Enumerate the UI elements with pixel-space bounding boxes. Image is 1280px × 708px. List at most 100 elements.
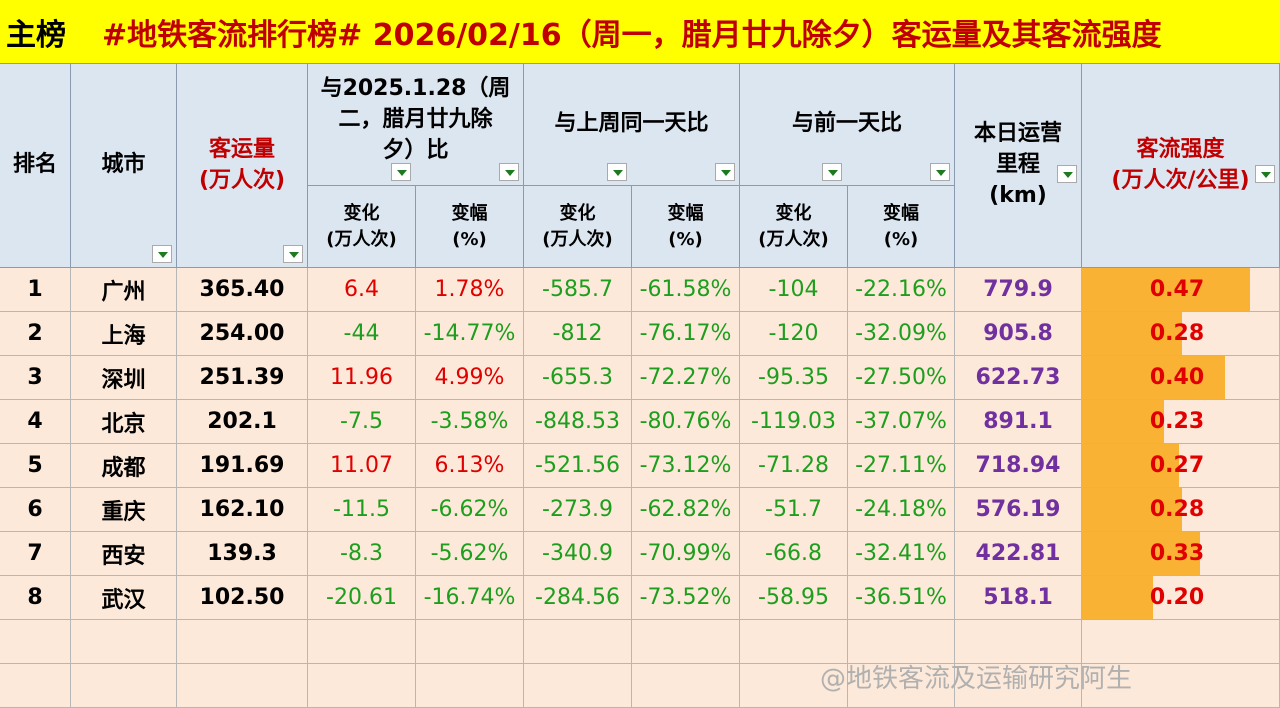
cell-ly-chg: 6.4 [308, 268, 416, 312]
cell-value: -95.35 [758, 365, 829, 390]
cell-pd-pct: -36.51% [848, 576, 955, 620]
filter-dropdown-icon[interactable] [391, 163, 411, 181]
cell-mileage: 576.19 [955, 488, 1082, 532]
cell-volume: 365.40 [177, 268, 308, 312]
empty-cell [524, 620, 632, 664]
filter-dropdown-icon[interactable] [607, 163, 627, 181]
cell-value: 0.27 [1149, 453, 1205, 478]
cell-value: -27.50% [855, 365, 947, 390]
header-compare-previous-day[interactable]: 与前一天比 [740, 64, 955, 186]
cell-pd-pct: -27.50% [848, 356, 955, 400]
cell-lw-chg: -284.56 [524, 576, 632, 620]
filter-dropdown-icon[interactable] [715, 163, 735, 181]
cell-lw-pct: -72.27% [632, 356, 740, 400]
cell-value: 6.4 [344, 277, 379, 302]
cell-pd-chg: -120 [740, 312, 848, 356]
cell-pd-pct: -27.11% [848, 444, 955, 488]
filter-dropdown-icon[interactable] [1057, 165, 1077, 183]
cell-pd-pct: -32.41% [848, 532, 955, 576]
cell-intensity: 0.28 [1082, 312, 1280, 356]
cell-ly-chg: -20.61 [308, 576, 416, 620]
cell-ly-pct: -14.77% [416, 312, 524, 356]
cell-ly-chg: 11.96 [308, 356, 416, 400]
cell-ly-pct: -3.58% [416, 400, 524, 444]
cell-value: -11.5 [333, 497, 390, 522]
cell-value: 779.9 [983, 277, 1053, 302]
subheader-percent: 变幅 (%) [416, 186, 524, 268]
cell-value: -72.27% [639, 365, 732, 390]
cell-rank: 3 [0, 356, 71, 400]
cell-value: -66.8 [765, 541, 822, 566]
cell-value: 1.78% [434, 277, 505, 302]
cell-value: -73.12% [639, 453, 732, 478]
cell-value: -6.62% [430, 497, 509, 522]
cell-volume: 162.10 [177, 488, 308, 532]
filter-dropdown-icon[interactable] [499, 163, 519, 181]
cell-value: -3.58% [430, 409, 509, 434]
cell-mileage: 622.73 [955, 356, 1082, 400]
filter-dropdown-icon[interactable] [283, 245, 303, 263]
cell-rank: 5 [0, 444, 71, 488]
cell-value: -585.7 [542, 277, 613, 302]
cell-ly-chg: -8.3 [308, 532, 416, 576]
filter-dropdown-icon[interactable] [930, 163, 950, 181]
filter-dropdown-icon[interactable] [1255, 165, 1275, 183]
cell-value: 成都 [101, 455, 146, 481]
cell-lw-chg: -585.7 [524, 268, 632, 312]
cell-value: 上海 [101, 323, 146, 349]
cell-mileage: 718.94 [955, 444, 1082, 488]
cell-value: 0.40 [1149, 365, 1205, 390]
filter-dropdown-icon[interactable] [822, 163, 842, 181]
header-mileage[interactable]: 本日运营 里程 (km) [955, 64, 1082, 268]
cell-value: -32.09% [855, 321, 947, 346]
cell-city: 深圳 [71, 356, 177, 400]
intensity-bar [1082, 312, 1182, 355]
header-compare-last-week[interactable]: 与上周同一天比 [524, 64, 740, 186]
cell-value: 0.47 [1149, 277, 1205, 302]
cell-volume: 191.69 [177, 444, 308, 488]
empty-cell [1082, 620, 1280, 664]
filter-dropdown-icon[interactable] [152, 245, 172, 263]
empty-cell [632, 664, 740, 708]
cell-pd-chg: -95.35 [740, 356, 848, 400]
header-compare-last-year[interactable]: 与2025.1.28（周 二，腊月廿九除 夕）比 [308, 64, 524, 186]
list-tag: 主榜 [6, 18, 66, 53]
empty-cell [0, 664, 71, 708]
cell-ly-pct: 4.99% [416, 356, 524, 400]
cell-volume: 102.50 [177, 576, 308, 620]
cell-lw-pct: -73.52% [632, 576, 740, 620]
cell-value: -119.03 [751, 409, 836, 434]
cell-intensity: 0.20 [1082, 576, 1280, 620]
title-bar: 主榜 #地铁客流排行榜# 2026/02/16（周一，腊月廿九除夕）客运量及其客… [0, 0, 1280, 64]
cell-mileage: 891.1 [955, 400, 1082, 444]
cell-value: -27.11% [855, 453, 947, 478]
cell-value: -104 [768, 277, 819, 302]
header-volume[interactable]: 客运量 (万人次) [177, 64, 308, 268]
cell-value: 11.07 [330, 453, 393, 478]
header-city[interactable]: 城市 [71, 64, 177, 268]
cell-value: 622.73 [975, 365, 1061, 390]
cell-value: 518.1 [983, 585, 1053, 610]
cell-value: 西安 [101, 543, 146, 569]
cell-value: 576.19 [975, 497, 1061, 522]
empty-cell [632, 620, 740, 664]
cell-pd-chg: -119.03 [740, 400, 848, 444]
cell-value: 深圳 [101, 367, 146, 393]
cell-value: 365.40 [199, 277, 285, 302]
cell-value: 3 [27, 365, 43, 390]
cell-value: 11.96 [330, 365, 393, 390]
header-intensity[interactable]: 客流强度 (万人次/公里) [1082, 64, 1280, 268]
empty-cell [416, 620, 524, 664]
cell-pd-pct: -37.07% [848, 400, 955, 444]
cell-city: 重庆 [71, 488, 177, 532]
cell-lw-pct: -76.17% [632, 312, 740, 356]
cell-pd-chg: -66.8 [740, 532, 848, 576]
cell-lw-chg: -340.9 [524, 532, 632, 576]
cell-volume: 202.1 [177, 400, 308, 444]
cell-value: 0.33 [1149, 541, 1205, 566]
cell-ly-chg: -11.5 [308, 488, 416, 532]
cell-value: 191.69 [199, 453, 285, 478]
cell-pd-chg: -104 [740, 268, 848, 312]
intensity-bar [1082, 356, 1225, 399]
cell-volume: 254.00 [177, 312, 308, 356]
